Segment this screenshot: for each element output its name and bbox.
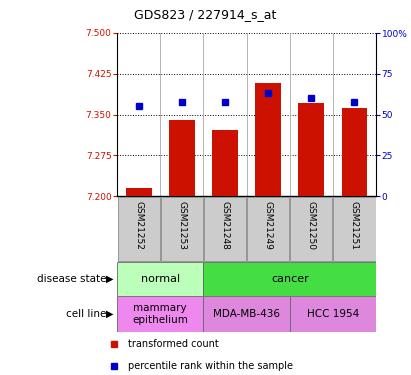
Bar (290, 197, 332, 261)
Text: mammary
epithelium: mammary epithelium (132, 303, 188, 325)
Bar (204, 197, 246, 261)
Bar (342, 108, 367, 196)
Text: GSM21248: GSM21248 (221, 201, 229, 250)
Text: HCC 1954: HCC 1954 (307, 309, 359, 319)
Bar (118, 197, 160, 261)
Bar (255, 83, 281, 196)
Bar (298, 103, 324, 196)
Bar (117, 296, 203, 332)
Bar (290, 296, 376, 332)
Bar (117, 262, 203, 296)
Text: cancer: cancer (271, 274, 309, 284)
Text: GSM21253: GSM21253 (178, 201, 186, 250)
Text: GSM21249: GSM21249 (264, 201, 272, 250)
Text: GSM21251: GSM21251 (350, 201, 359, 250)
Text: GDS823 / 227914_s_at: GDS823 / 227914_s_at (134, 8, 277, 21)
Bar (212, 130, 238, 196)
Text: disease state: disease state (37, 274, 107, 284)
Text: MDA-MB-436: MDA-MB-436 (213, 309, 280, 319)
Text: GSM21250: GSM21250 (307, 201, 316, 250)
Bar (203, 262, 376, 296)
Bar (203, 296, 290, 332)
Bar (161, 197, 203, 261)
Text: GSM21252: GSM21252 (134, 201, 143, 250)
Bar (169, 120, 195, 196)
Text: ▶: ▶ (106, 274, 114, 284)
Bar (126, 188, 152, 196)
Text: normal: normal (141, 274, 180, 284)
Bar (247, 197, 289, 261)
Text: cell line: cell line (67, 309, 107, 319)
Bar (333, 197, 376, 261)
Text: transformed count: transformed count (127, 339, 218, 349)
Text: percentile rank within the sample: percentile rank within the sample (127, 360, 293, 370)
Text: ▶: ▶ (106, 309, 114, 319)
